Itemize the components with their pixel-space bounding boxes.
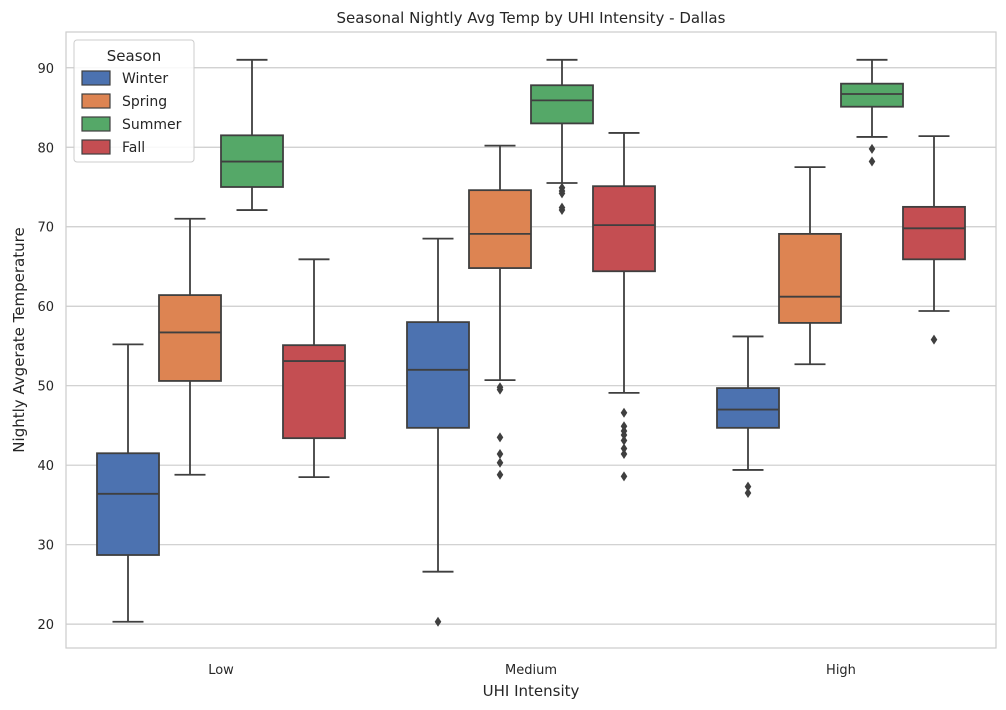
legend-label-fall: Fall bbox=[122, 140, 145, 156]
legend-label-spring: Spring bbox=[122, 94, 167, 110]
box-summer-high bbox=[840, 58, 904, 167]
outlier-point bbox=[620, 435, 628, 446]
legend-swatch-spring bbox=[81, 93, 111, 109]
y-tick-label: 40 bbox=[37, 459, 54, 474]
legend-label-summer: Summer bbox=[122, 117, 182, 133]
box-winter-low bbox=[96, 343, 160, 623]
outlier-point bbox=[496, 469, 504, 480]
box-iqr bbox=[158, 294, 222, 382]
box-spring-high bbox=[778, 166, 842, 366]
box-spring-low bbox=[158, 217, 222, 476]
box-iqr bbox=[716, 387, 780, 429]
y-tick-label: 80 bbox=[37, 141, 54, 156]
legend-swatch-fall bbox=[81, 139, 111, 155]
outlier-point bbox=[868, 143, 876, 154]
x-axis-ticks: Low Medium High bbox=[208, 663, 856, 678]
legend: Season Winter Spring Summer Fall bbox=[73, 39, 195, 163]
outlier-point bbox=[620, 407, 628, 418]
outlier-point bbox=[620, 443, 628, 454]
outlier-point bbox=[744, 481, 752, 492]
y-tick-label: 30 bbox=[37, 539, 54, 554]
box-spring-medium bbox=[468, 144, 532, 480]
box-winter-high bbox=[716, 335, 780, 499]
outlier-point bbox=[496, 432, 504, 443]
outlier-point bbox=[868, 156, 876, 167]
box-iqr bbox=[406, 321, 470, 429]
outlier-point bbox=[496, 384, 504, 395]
y-axis-label: Nightly Avgerate Temperature bbox=[10, 227, 28, 452]
x-tick-label: High bbox=[826, 663, 856, 678]
y-tick-label: 70 bbox=[37, 221, 54, 236]
outlier-point bbox=[620, 429, 628, 440]
box-iqr bbox=[282, 344, 346, 440]
box-fall-high bbox=[902, 135, 966, 345]
outlier-point bbox=[930, 334, 938, 345]
box-iqr bbox=[902, 205, 966, 261]
box-iqr bbox=[96, 452, 160, 556]
box-iqr bbox=[530, 84, 594, 125]
boxes-layer bbox=[96, 58, 966, 627]
legend-swatch-winter bbox=[81, 70, 111, 86]
box-iqr bbox=[840, 82, 904, 108]
y-tick-label: 50 bbox=[37, 380, 54, 395]
chart-title: Seasonal Nightly Avg Temp by UHI Intensi… bbox=[337, 9, 726, 27]
box-iqr bbox=[468, 189, 532, 269]
y-axis-ticks: 20 30 40 50 60 70 80 90 bbox=[37, 62, 54, 633]
outlier-point bbox=[496, 457, 504, 468]
outlier-point bbox=[434, 616, 442, 627]
box-summer-medium bbox=[530, 58, 594, 216]
legend-label-winter: Winter bbox=[122, 71, 168, 87]
box-fall-medium bbox=[592, 132, 656, 482]
outlier-point bbox=[620, 449, 628, 460]
x-tick-label: Medium bbox=[505, 663, 557, 678]
legend-swatch-summer bbox=[81, 116, 111, 132]
box-winter-medium bbox=[406, 237, 470, 627]
legend-title: Season bbox=[107, 47, 161, 65]
outlier-point bbox=[744, 488, 752, 499]
outlier-point bbox=[496, 449, 504, 460]
y-tick-label: 20 bbox=[37, 618, 54, 633]
box-iqr bbox=[778, 232, 842, 324]
box-iqr bbox=[592, 185, 656, 273]
outlier-point bbox=[558, 188, 566, 199]
x-tick-label: Low bbox=[208, 663, 234, 678]
box-summer-low bbox=[220, 58, 284, 211]
y-tick-label: 90 bbox=[37, 62, 54, 77]
y-tick-label: 60 bbox=[37, 300, 54, 315]
outlier-point bbox=[558, 205, 566, 216]
box-fall-low bbox=[282, 258, 346, 479]
outlier-point bbox=[620, 471, 628, 482]
x-axis-label: UHI Intensity bbox=[483, 682, 580, 700]
